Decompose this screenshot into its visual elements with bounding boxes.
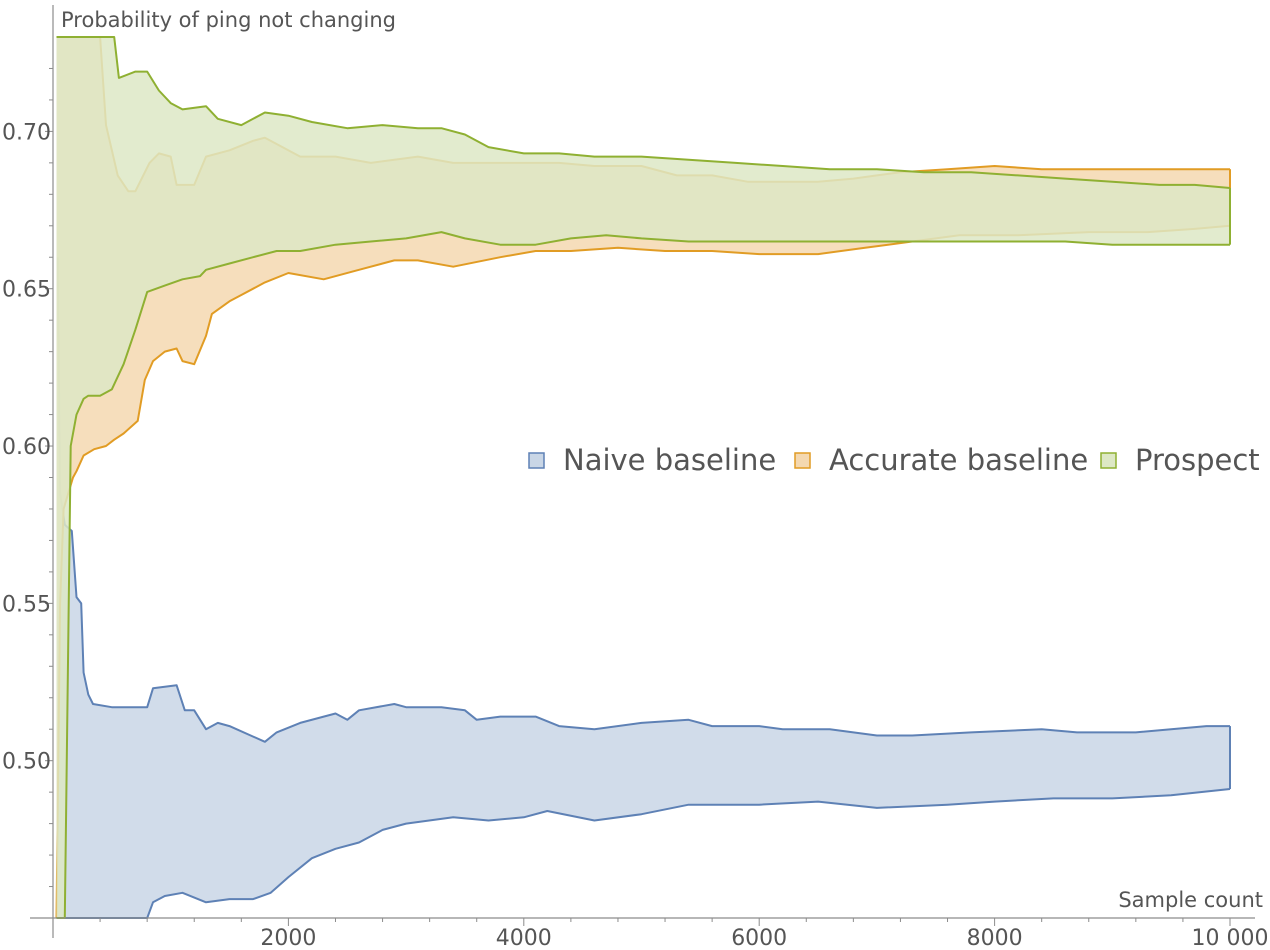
x-tick-label: 2000 (260, 926, 316, 950)
x-tick-label: 8000 (967, 926, 1023, 950)
accurate-baseline-legend-label: Accurate baseline (829, 443, 1088, 477)
naive-baseline-upper-line (58, 257, 1230, 742)
naive-baseline-legend-swatch (529, 453, 544, 468)
y-tick-label: 0.55 (2, 592, 51, 617)
accurate-baseline-legend-swatch (795, 453, 810, 468)
x-tick-label: 10 000 (1192, 926, 1269, 950)
confidence-bands (57, 37, 1231, 918)
y-tick-label: 0.65 (2, 278, 51, 303)
prospect-legend-swatch (1101, 453, 1116, 468)
y-tick-label: 0.60 (2, 435, 51, 460)
x-axis-title: Sample count (1118, 888, 1263, 912)
y-axis-title: Probability of ping not changing (61, 8, 396, 32)
prospect-legend-label: Prospect (1135, 443, 1260, 477)
x-tick-label: 6000 (731, 926, 787, 950)
naive-baseline-legend-label: Naive baseline (563, 443, 776, 477)
legend: Naive baseline Accurate baseline Prospect (529, 443, 1260, 477)
y-tick-label: 0.50 (2, 750, 51, 775)
x-tick-label: 4000 (496, 926, 552, 950)
y-tick-label: 0.70 (2, 120, 51, 145)
naive-baseline-band-fill (58, 257, 1230, 918)
